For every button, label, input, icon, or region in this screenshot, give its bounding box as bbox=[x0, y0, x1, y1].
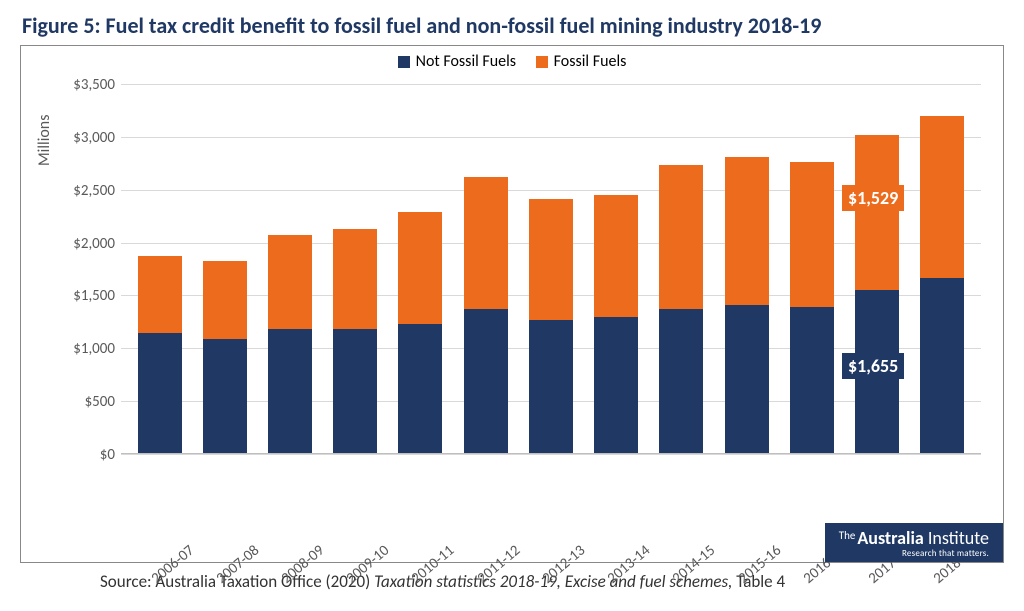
bar-seg-not-fossil bbox=[725, 305, 769, 453]
badge-tagline: Research that matters. bbox=[839, 549, 989, 558]
bar-seg-not-fossil bbox=[920, 278, 964, 453]
bar-group bbox=[725, 157, 769, 453]
badge-the: The bbox=[839, 529, 856, 542]
bar-seg-fossil bbox=[529, 199, 573, 320]
y-axis-title: Millions bbox=[35, 115, 54, 166]
bars-row bbox=[121, 84, 981, 453]
y-tick-label: $1,500 bbox=[61, 287, 121, 305]
legend-label-not-fossil: Not Fossil Fuels bbox=[416, 52, 516, 71]
legend-swatch-not-fossil bbox=[398, 56, 410, 68]
bar-group bbox=[138, 256, 182, 453]
bar-group bbox=[855, 135, 899, 453]
bar-group bbox=[659, 165, 703, 453]
x-label-slot: 2011-12 bbox=[464, 454, 508, 534]
x-label-slot: 2013-14 bbox=[594, 454, 638, 534]
y-tick-label: $3,000 bbox=[61, 129, 121, 147]
bar-seg-fossil bbox=[398, 212, 442, 324]
badge-line1: TheAustralia Institute bbox=[839, 529, 989, 547]
bar-seg-fossil bbox=[855, 135, 899, 290]
x-label-slot: 2012-13 bbox=[529, 454, 573, 534]
bar-seg-fossil bbox=[659, 165, 703, 309]
legend: Not Fossil Fuels Fossil Fuels bbox=[21, 52, 1003, 73]
bar-seg-not-fossil bbox=[790, 307, 834, 453]
x-label-slot: 2006-07 bbox=[138, 454, 182, 534]
y-tick-label: $1,000 bbox=[61, 340, 121, 358]
australia-institute-badge: TheAustralia Institute Research that mat… bbox=[825, 523, 1003, 562]
bar-seg-fossil bbox=[725, 157, 769, 305]
bar-seg-fossil bbox=[268, 235, 312, 329]
y-tick-label: $3,500 bbox=[61, 76, 121, 94]
bar-seg-not-fossil bbox=[268, 329, 312, 453]
x-label-slot: 2010-11 bbox=[398, 454, 442, 534]
legend-swatch-fossil bbox=[536, 56, 548, 68]
y-tick-label: $2,500 bbox=[61, 182, 121, 200]
bar-seg-not-fossil bbox=[464, 309, 508, 453]
bar-seg-not-fossil bbox=[529, 320, 573, 453]
bar-group bbox=[203, 261, 247, 453]
bar-seg-not-fossil bbox=[333, 329, 377, 453]
bar-seg-not-fossil bbox=[398, 324, 442, 453]
x-label-slot: 2008-09 bbox=[268, 454, 312, 534]
bar-seg-fossil bbox=[594, 195, 638, 317]
x-label-slot: 2007-08 bbox=[203, 454, 247, 534]
bar-group bbox=[529, 199, 573, 453]
x-label-slot: 2018-19 bbox=[920, 454, 964, 534]
bar-seg-fossil bbox=[790, 162, 834, 307]
y-tick-label: $0 bbox=[61, 446, 121, 464]
bar-seg-not-fossil bbox=[203, 339, 247, 453]
y-tick-label: $500 bbox=[61, 393, 121, 411]
x-label-slot: 2017-18 bbox=[855, 454, 899, 534]
bar-seg-not-fossil bbox=[659, 309, 703, 453]
x-label-slot: 2009-10 bbox=[333, 454, 377, 534]
data-label: $1,655 bbox=[842, 353, 904, 379]
legend-item-not-fossil: Not Fossil Fuels bbox=[398, 52, 516, 71]
bar-seg-fossil bbox=[138, 256, 182, 332]
x-label-slot: 2016-17 bbox=[790, 454, 834, 534]
bar-group bbox=[920, 116, 964, 453]
bar-seg-not-fossil bbox=[594, 317, 638, 453]
figure-title: Figure 5: Fuel tax credit benefit to fos… bbox=[20, 12, 1004, 39]
plot-area: $0$500$1,000$1,500$2,000$2,500$3,000$3,5… bbox=[121, 84, 981, 454]
bar-group bbox=[268, 235, 312, 453]
bar-group bbox=[594, 195, 638, 453]
bar-seg-fossil bbox=[464, 177, 508, 309]
y-tick-label: $2,000 bbox=[61, 235, 121, 253]
x-axis-labels: 2006-07 2007-08 2008-09 2009-10 2010-11 2011-… bbox=[121, 454, 981, 534]
bar-group bbox=[398, 212, 442, 453]
data-label: $1,529 bbox=[842, 185, 904, 211]
bar-group bbox=[790, 162, 834, 453]
bar-seg-fossil bbox=[333, 229, 377, 329]
x-label-slot: 2015-16 bbox=[725, 454, 769, 534]
legend-item-fossil: Fossil Fuels bbox=[536, 52, 627, 71]
x-label-slot: 2014-15 bbox=[659, 454, 703, 534]
badge-institute: Institute bbox=[924, 527, 989, 549]
badge-australia: Australia bbox=[857, 527, 923, 549]
bar-group bbox=[464, 177, 508, 453]
bar-seg-not-fossil bbox=[138, 333, 182, 454]
bar-group bbox=[333, 229, 377, 453]
chart-container: Not Fossil Fuels Fossil Fuels Millions $… bbox=[20, 45, 1004, 563]
legend-label-fossil: Fossil Fuels bbox=[554, 52, 627, 71]
bar-seg-fossil bbox=[920, 116, 964, 278]
bar-seg-fossil bbox=[203, 261, 247, 339]
